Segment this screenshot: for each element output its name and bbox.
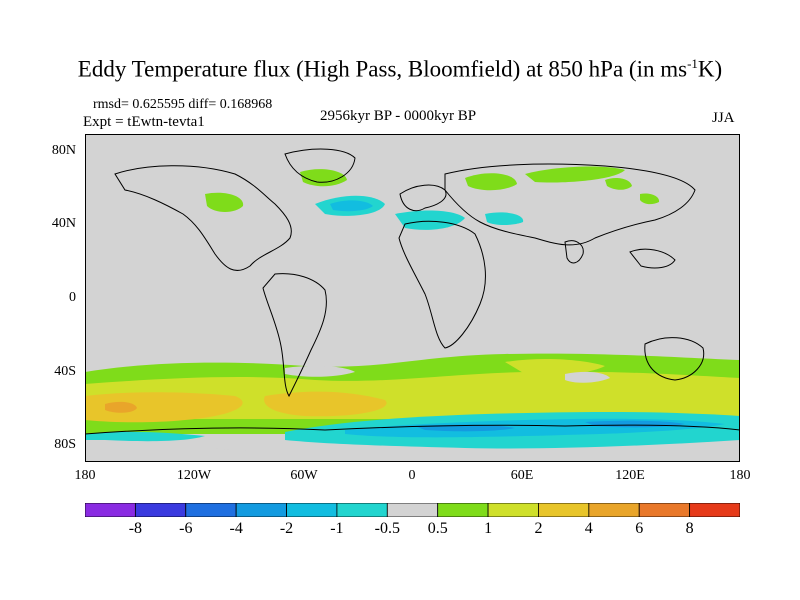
map-border bbox=[85, 134, 740, 462]
colorbar-swatch bbox=[336, 503, 388, 517]
lon-label-0: 0 bbox=[408, 468, 416, 483]
lon-label-180w: 180 bbox=[74, 468, 96, 483]
colorbar-swatch bbox=[386, 503, 439, 517]
colorbar-swatch bbox=[538, 503, 590, 517]
colorbar-swatch bbox=[286, 503, 338, 517]
lat-label-80s: 80S bbox=[54, 437, 76, 452]
colorbar-swatch bbox=[588, 503, 640, 517]
colorbar-tick-label: -1 bbox=[330, 520, 344, 537]
colorbar-swatch bbox=[235, 503, 287, 517]
season-label: JJA bbox=[712, 110, 735, 126]
plot-title: Eddy Temperature flux (High Pass, Bloomf… bbox=[77, 56, 723, 82]
rmsd-diff-stats: rmsd= 0.625595 diff= 0.168968 bbox=[93, 97, 273, 112]
coastlines bbox=[85, 148, 740, 435]
colorbar-tick-label: -0.5 bbox=[374, 520, 400, 537]
lat-label-40s: 40S bbox=[54, 364, 76, 379]
lon-label-60w: 60W bbox=[290, 468, 318, 483]
colorbar-tick-label: -4 bbox=[229, 520, 243, 537]
lat-label-80n: 80N bbox=[51, 143, 76, 158]
colorbar-tick-label: 1 bbox=[484, 520, 493, 537]
colorbar-tick-label: 4 bbox=[584, 520, 593, 537]
colorbar-swatch bbox=[185, 503, 237, 517]
colorbar-swatch bbox=[134, 503, 187, 517]
lon-label-120e: 120E bbox=[615, 468, 645, 483]
colorbar bbox=[85, 503, 740, 517]
colorbar-tick-label: 8 bbox=[685, 520, 694, 537]
lat-label-40n: 40N bbox=[51, 216, 76, 231]
world-map bbox=[85, 134, 740, 462]
colorbar-tick-label: 0.5 bbox=[427, 520, 448, 537]
colorbar-swatch bbox=[437, 503, 489, 517]
colorbar-tick-label: -8 bbox=[128, 520, 143, 537]
colorbar-swatch bbox=[85, 503, 136, 517]
colorbar-tick-label: -2 bbox=[279, 520, 294, 537]
colorbar-tick-label: 6 bbox=[635, 520, 644, 537]
colorbar-swatch bbox=[487, 503, 539, 517]
lon-label-60e: 60E bbox=[510, 468, 534, 483]
lon-label-120w: 120W bbox=[176, 468, 212, 483]
lon-label-180e: 180 bbox=[729, 468, 751, 483]
lat-label-0: 0 bbox=[69, 290, 76, 305]
colorbar-swatch bbox=[689, 503, 740, 517]
colorbar-tick-label: -6 bbox=[179, 520, 193, 537]
period-label: 2956kyr BP - 0000kyr BP bbox=[320, 108, 477, 124]
colorbar-swatch bbox=[638, 503, 691, 517]
experiment-label: Expt = tEwtn-tevta1 bbox=[83, 114, 205, 130]
colorbar-tick-label: 2 bbox=[534, 520, 543, 537]
northern-anomalies bbox=[205, 166, 660, 230]
